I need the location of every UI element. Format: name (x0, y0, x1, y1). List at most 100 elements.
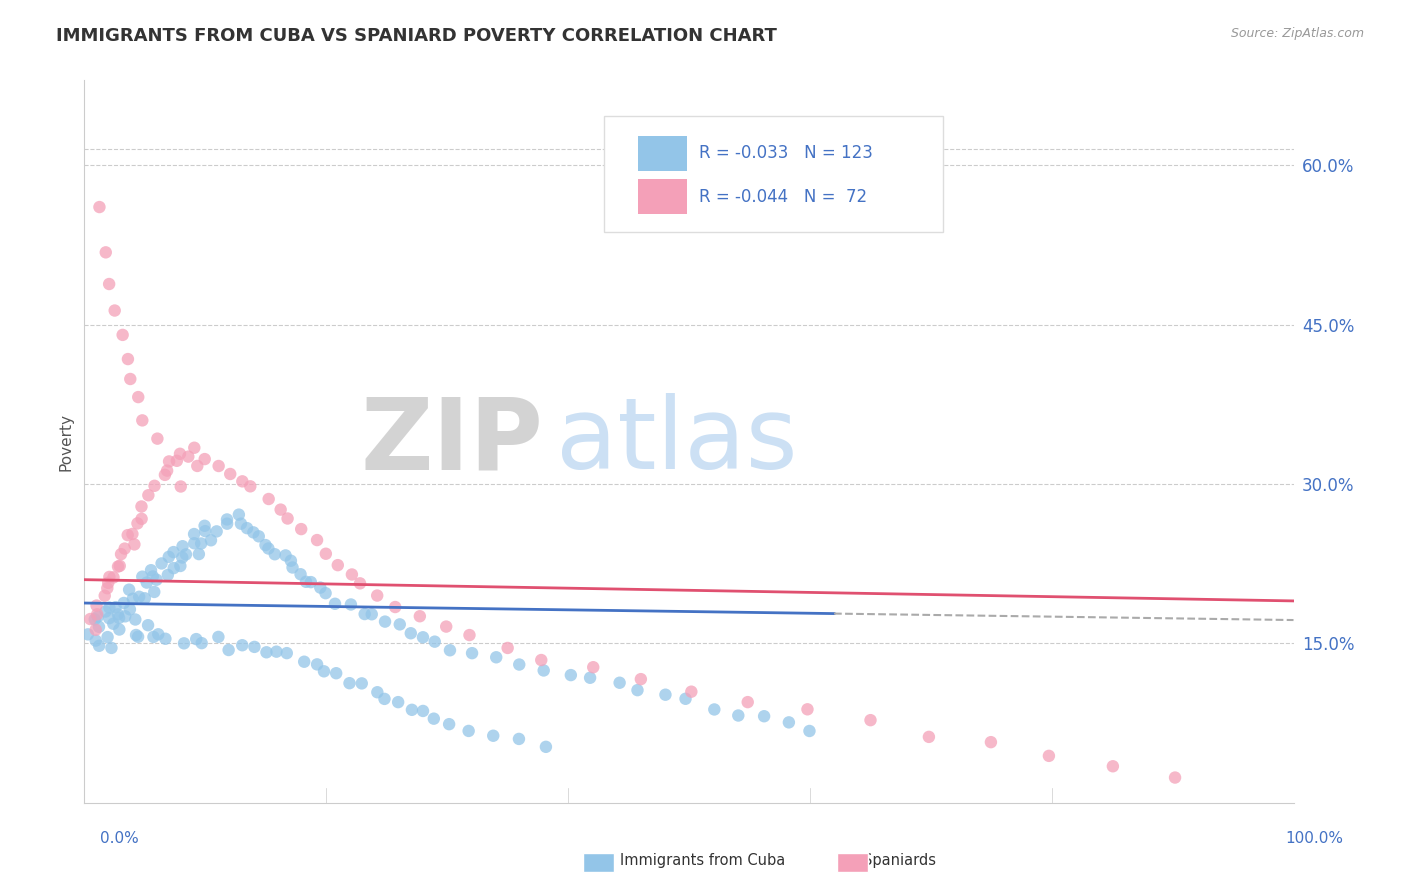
Text: 0.0%: 0.0% (100, 831, 139, 846)
Point (228, 508, 250, 522)
Point (131, 413, 153, 427)
Point (124, 613, 146, 627)
Point (83, 612, 105, 626)
Point (299, 575, 322, 590)
Point (157, 454, 180, 468)
Point (277, 511, 299, 525)
Point (127, 630, 149, 644)
Point (530, 653, 553, 667)
Point (350, 676, 373, 690)
Point (579, 671, 602, 685)
Point (533, 664, 555, 678)
Point (340, 567, 363, 582)
Point (166, 454, 188, 468)
Point (86, 599, 108, 613)
Point (439, 643, 461, 657)
Point (295, 574, 318, 589)
Point (104, 600, 127, 615)
Point (412, 704, 434, 718)
Point (139, 563, 162, 577)
Point (190, 636, 212, 650)
Point (173, 636, 195, 650)
Text: IMMIGRANTS FROM CUBA VS SPANIARD POVERTY CORRELATION CHART: IMMIGRANTS FROM CUBA VS SPANIARD POVERTY… (56, 27, 778, 45)
Point (98, 600, 121, 615)
Point (387, 695, 409, 709)
Point (256, 645, 278, 659)
Point (153, 467, 176, 482)
Point (215, 512, 238, 526)
Point (135, 575, 157, 590)
Point (254, 538, 277, 552)
FancyBboxPatch shape (605, 116, 943, 232)
Point (231, 475, 253, 489)
Point (98, 611, 121, 625)
Point (87, 639, 110, 653)
Point (626, 683, 648, 698)
Point (980, 735, 1002, 749)
Point (247, 529, 270, 543)
Point (150, 557, 173, 571)
Point (409, 609, 432, 624)
Point (315, 586, 337, 600)
Point (752, 709, 775, 723)
Point (131, 500, 153, 514)
Point (366, 685, 388, 699)
Point (276, 646, 298, 660)
Point (122, 591, 145, 606)
Point (281, 560, 304, 574)
Point (114, 541, 136, 556)
Point (218, 643, 240, 657)
Point (131, 570, 153, 584)
Point (172, 550, 194, 565)
Point (169, 447, 191, 461)
Point (508, 657, 530, 672)
Point (609, 675, 631, 690)
FancyBboxPatch shape (638, 179, 686, 214)
Point (339, 676, 361, 690)
Point (118, 602, 141, 616)
Point (205, 524, 228, 539)
Point (157, 549, 180, 564)
Point (778, 715, 800, 730)
Point (458, 628, 481, 642)
Point (349, 576, 371, 591)
Point (84, 633, 107, 648)
Point (148, 627, 170, 641)
Point (125, 628, 148, 642)
Point (1102, 759, 1125, 773)
Point (290, 522, 312, 536)
Point (353, 607, 375, 621)
Point (156, 464, 179, 478)
Point (77, 627, 100, 641)
Point (280, 554, 302, 568)
Text: R = -0.044   N =  72: R = -0.044 N = 72 (699, 187, 866, 205)
Point (219, 467, 242, 481)
Point (859, 713, 882, 727)
Point (174, 548, 197, 562)
Point (183, 527, 205, 541)
Point (461, 646, 484, 660)
Point (143, 585, 166, 599)
Point (87, 620, 110, 634)
Point (292, 655, 315, 669)
Point (121, 527, 143, 541)
Point (388, 617, 411, 632)
Point (128, 590, 150, 604)
Point (217, 516, 239, 531)
Point (96, 581, 118, 595)
Point (183, 536, 205, 550)
Point (534, 739, 557, 754)
Point (263, 547, 285, 561)
Point (127, 390, 149, 404)
Point (307, 533, 329, 547)
Point (84, 623, 107, 637)
Point (727, 708, 749, 723)
Point (423, 712, 446, 726)
Point (399, 626, 422, 640)
Point (654, 688, 676, 702)
Point (163, 561, 186, 575)
Point (309, 581, 332, 595)
Point (274, 549, 297, 563)
Text: Immigrants from Cuba: Immigrants from Cuba (620, 854, 786, 868)
Point (675, 691, 697, 706)
